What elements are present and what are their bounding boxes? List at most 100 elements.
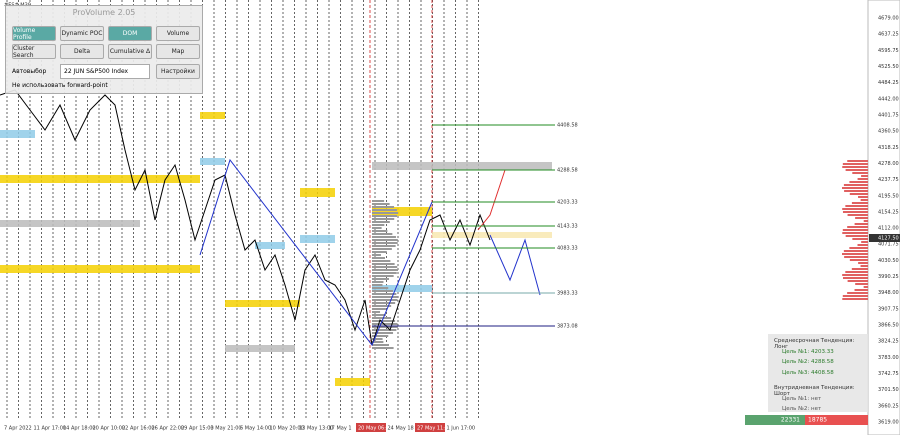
tool-button[interactable]: Map [156, 44, 200, 59]
zone [225, 345, 295, 352]
y-tick-label: 4360.50 [878, 129, 899, 135]
volume-bar [372, 218, 395, 220]
volume-bar [372, 311, 381, 313]
volume-bar [372, 236, 396, 238]
zone [300, 235, 335, 243]
level-label: 4203.33 [557, 200, 578, 206]
volume-bar [845, 205, 868, 207]
buy-volume: 22331 [781, 417, 800, 424]
y-tick-label: 4195.50 [878, 193, 899, 199]
tool-button[interactable]: Volume [156, 26, 200, 41]
tool-button[interactable]: Cumulative Δ [108, 44, 152, 59]
volume-bar [372, 326, 398, 328]
volume-bar [372, 284, 383, 286]
tool-button[interactable]: Cluster Search [12, 44, 56, 59]
forward-point[interactable]: Не использовать forward-point [12, 82, 108, 89]
y-tick-label: 4401.75 [878, 112, 899, 118]
volume-bar [372, 287, 389, 289]
volume-bar [849, 247, 868, 249]
volume-bar [372, 332, 394, 334]
volume-bar [845, 271, 868, 273]
volume-bar [855, 283, 868, 285]
y-tick-label: 4237.75 [878, 177, 899, 183]
y-tick-label: 4071.75 [878, 242, 899, 248]
y-tick-label: 4318.25 [878, 145, 899, 151]
volume-bar [842, 295, 868, 297]
volume-bar [372, 272, 397, 274]
volume-bar [372, 254, 381, 256]
volume-bar [860, 265, 868, 267]
zone [0, 265, 200, 273]
volume-bar [849, 181, 868, 183]
zone [372, 285, 432, 292]
trend-target: Цель №3: 4408.58 [782, 369, 834, 376]
volume-bar [372, 296, 398, 298]
y-tick-label: 3619.00 [878, 420, 899, 426]
y-tick-label: 4442.00 [878, 96, 899, 102]
x-label-bg [356, 423, 386, 432]
volume-bar [845, 169, 868, 171]
forecast-down [489, 234, 541, 296]
volume-bar [858, 196, 868, 198]
volume-bar [854, 223, 868, 225]
sell-bar [805, 415, 868, 425]
volume-bar [372, 230, 388, 232]
volume-bar [842, 232, 868, 234]
volume-bar [847, 292, 868, 294]
volume-bar [372, 275, 394, 277]
volume-bar [372, 281, 384, 283]
instrument-select[interactable]: 22 JUN S&P500 Index [60, 64, 150, 79]
zone [432, 232, 552, 238]
volume-bar [861, 241, 868, 243]
tool-button[interactable]: Volume Profile [12, 26, 56, 41]
x-tick-label: 24 May 18 [388, 426, 414, 432]
y-tick-label: 4484.25 [878, 80, 899, 86]
volume-bar [372, 203, 390, 205]
y-tick-label: 4112.00 [878, 226, 899, 232]
x-tick-label: 1 Jun 17:00 [447, 426, 476, 432]
zone [335, 378, 370, 386]
volume-bar [849, 259, 868, 261]
tool-button[interactable]: DOM [108, 26, 152, 41]
x-tick-label: 11 Apr 17:00 [34, 426, 67, 432]
volume-bar [372, 269, 398, 271]
volume-bar [372, 347, 394, 349]
volume-bar [858, 262, 868, 264]
volume-bar [372, 200, 385, 202]
volume-bar [854, 289, 868, 291]
tool-button[interactable]: Dynamic POC [60, 26, 104, 41]
volume-bar [851, 202, 868, 204]
zone [255, 242, 285, 249]
trend-panel: Среднесрочная Тенденция: Лонг Цель №1: 42… [768, 334, 868, 412]
volume-bar [372, 323, 398, 325]
zone [0, 175, 200, 183]
volume-bar [372, 215, 398, 217]
volume-bar [372, 245, 396, 247]
volume-bar [372, 299, 398, 301]
x-tick-label: 20 Apr 10:00 [93, 426, 126, 432]
volume-bar [372, 251, 387, 253]
zone [200, 158, 225, 165]
volume-bar [372, 317, 392, 319]
volume-bar [372, 224, 385, 226]
settings-button[interactable]: Настройки [156, 64, 200, 79]
y-tick-label: 3783.00 [878, 355, 899, 361]
volume-bar [372, 221, 390, 223]
level-label: 4408.58 [557, 123, 578, 129]
volume-bar [852, 238, 868, 240]
volume-bar [843, 250, 868, 252]
volume-bar [372, 329, 397, 331]
y-tick-label: 3948.00 [878, 290, 899, 296]
y-tick-label: 4278.00 [878, 161, 899, 167]
volume-bar [372, 344, 389, 346]
forecast-up [477, 169, 506, 231]
volume-bar [842, 166, 868, 168]
auto-select[interactable]: Автовыбор [12, 68, 47, 75]
y-tick-label: 3824.25 [878, 339, 899, 345]
panel-title: ProVolume 2.05 [72, 8, 136, 17]
volume-bar [844, 190, 868, 192]
provolume-panel: ProVolume 2.05 Volume Profile Dynamic POC… [5, 5, 203, 94]
tool-button[interactable]: Delta [60, 44, 104, 59]
volume-bar [372, 263, 395, 265]
